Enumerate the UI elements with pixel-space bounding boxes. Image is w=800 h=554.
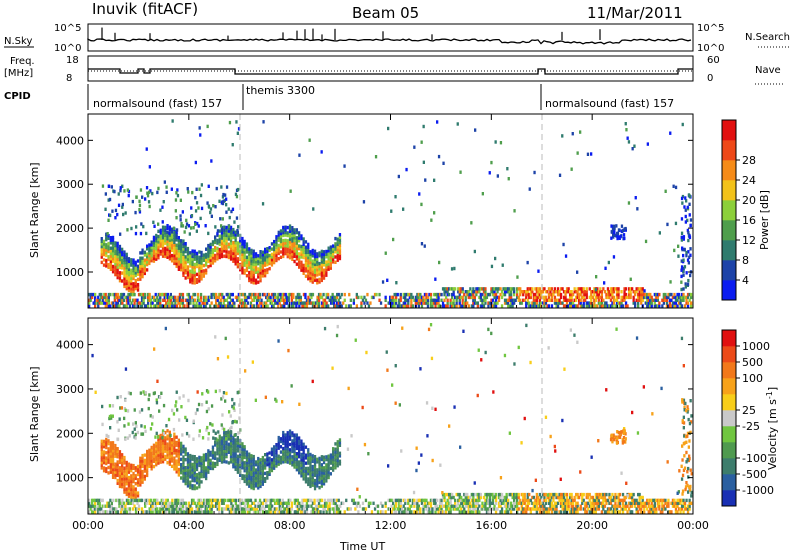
panel0-ytick-2: 3000 [56,178,84,191]
power-cbar-tick-0: 4 [742,274,749,287]
nsky-tick-bottom: 10^0 [54,43,81,54]
nsearch-label: N.Search [745,32,790,43]
panel1-ytick-1: 2000 [56,427,84,440]
xtick-label-1: 04:00 [173,519,205,532]
power-cbar-tick-2: 12 [742,234,756,247]
nsky-tick-top: 10^5 [54,23,81,34]
velocity-unit-close: ] [766,387,779,391]
velocity-cbar-tick-6: -500 [742,468,767,481]
velocity-panel: 1000 2000 3000 4000 Slant Range [km] 00:00 0… [28,317,709,553]
beam-title: Beam 05 [352,4,419,22]
power-ylabel: Slant Range [km] [28,162,41,258]
cpid-segment-2: normalsound (fast) 157 [545,97,674,110]
freq-tick-bottom: 8 [66,73,72,84]
velocity-cbar-tick-2: 100 [742,372,763,385]
nsky-panel: N.Sky 10^5 10^0 10^5 10^0 N.Search [4,23,790,54]
power-cbar-tick-6: 28 [742,154,756,167]
power-cbar-tick-1: 8 [742,254,749,267]
panel1-ytick-0: 1000 [56,472,84,485]
panel0-ytick-1: 2000 [56,222,84,235]
date-title: 11/Mar/2011 [587,4,683,22]
xtick-label-6: 00:00 [677,519,709,532]
nsearch-tick-bottom: 10^0 [697,43,724,54]
xtick-label-3: 12:00 [375,519,407,532]
panel0-ytick-3: 4000 [56,134,84,147]
velocity-colorbar: 1000 500 100 25 -25 -100 -500 -1000 Velocity [m… [721,329,779,507]
freq-unit: [MHz] [4,68,33,79]
power-cbar-tick-4: 20 [742,194,756,207]
power-cbar-tick-3: 16 [742,214,756,227]
nsky-label: N.Sky [4,36,32,47]
power-colorbar-label: Power [dB] [758,190,771,250]
freq-label: Freq. [10,56,35,67]
xtick-label-0: 00:00 [72,519,104,532]
cpid-label: CPID [4,91,31,102]
velocity-cbar-tick-3: 25 [742,404,756,417]
freq-tick-top: 18 [66,55,79,66]
velocity-cbar-tick-5: -100 [742,452,767,465]
velocity-unit-exponent: -1 [765,391,774,399]
nave-label: Nave [755,65,781,76]
velocity-ylabel: Slant Range [km] [28,366,41,462]
power-colorbar: 4 8 12 16 20 24 28 Power [dB] [721,119,771,301]
power-panel: 1000 2000 3000 4000 Slant Range [km] [28,113,694,309]
power-cbar-tick-5: 24 [742,174,756,187]
xtick-label-2: 08:00 [274,519,306,532]
panel1-ytick-2: 3000 [56,383,84,396]
station-title: Inuvik (fitACF) [92,0,198,18]
panel1-ytick-3: 4000 [56,339,84,352]
xtick-label-4: 16:00 [475,519,507,532]
cpid-segment-1: themis 3300 [246,84,315,97]
velocity-cbar-tick-0: 1000 [742,340,770,353]
velocity-cbar-tick-1: 500 [742,356,763,369]
freq-panel: Freq. [MHz] 18 8 60 0 Nave [4,55,785,85]
time-axis-label: Time UT [339,540,385,553]
nave-tick-bottom: 0 [707,73,713,84]
xtick-label-5: 20:00 [576,519,608,532]
cpid-row: CPID normalsound (fast) 157 themis 3300 … [4,84,674,110]
panel0-ytick-0: 1000 [56,266,84,279]
nsearch-tick-top: 10^5 [697,23,724,34]
velocity-colorbar-label: Velocity [m s-1] [765,387,779,470]
cpid-segment-0: normalsound (fast) 157 [93,97,222,110]
nave-tick-top: 60 [707,55,720,66]
velocity-cbar-tick-4: -25 [742,420,760,433]
velocity-cbar-tick-7: -1000 [742,484,774,497]
